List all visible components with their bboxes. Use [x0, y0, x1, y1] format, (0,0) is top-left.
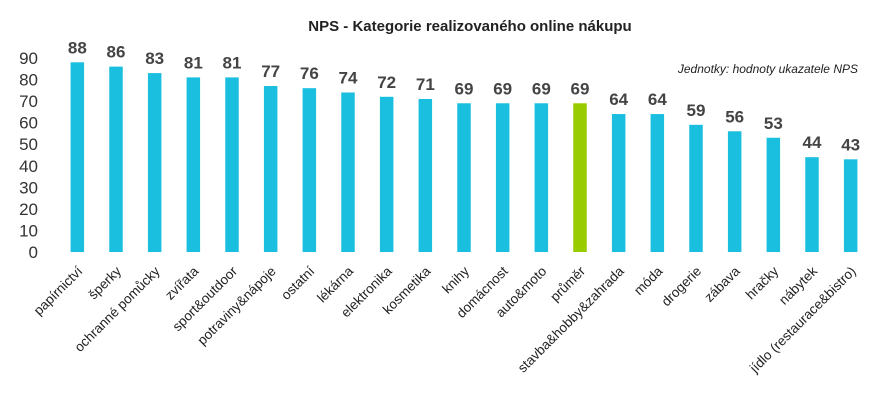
data-label: 88	[68, 38, 87, 57]
bar	[70, 62, 85, 252]
y-axis: 0 10 20 30 40 50 60 70 80 90	[19, 49, 38, 262]
chart-title: NPS - Kategorie realizovaného online nák…	[308, 18, 631, 35]
data-label: 74	[339, 68, 358, 87]
data-label: 71	[416, 75, 435, 94]
y-tick-label: 60	[19, 114, 38, 133]
data-label: 83	[145, 49, 164, 68]
data-label: 81	[223, 53, 242, 72]
bar	[689, 124, 703, 252]
y-tick-label: 30	[19, 178, 38, 197]
x-tick-label: drogerie	[658, 264, 704, 310]
y-tick-label: 50	[19, 135, 38, 154]
bar	[147, 73, 162, 252]
data-label: 53	[764, 114, 783, 133]
data-label: 69	[532, 79, 551, 98]
bar	[225, 77, 239, 253]
data-label: 86	[107, 43, 126, 62]
x-tick-label: knihy	[439, 263, 472, 296]
data-label: 77	[261, 62, 280, 81]
y-tick-label: 20	[19, 200, 38, 219]
x-tick-label: papírnictví	[31, 263, 86, 318]
bar	[186, 77, 201, 253]
bar	[727, 131, 742, 252]
bar	[805, 157, 819, 252]
y-tick-label: 90	[19, 49, 38, 68]
data-label: 76	[300, 64, 319, 83]
data-label: 69	[571, 79, 590, 98]
bars	[70, 62, 858, 253]
data-labels: 88 86 83 81 81 77 76 74 72 71 69 69 69 69 64 64 59 56 53 44…	[68, 38, 860, 154]
data-label: 72	[377, 73, 396, 92]
bar	[341, 92, 355, 252]
bar	[457, 103, 471, 253]
data-label: 69	[455, 79, 474, 98]
bar	[109, 66, 123, 252]
bar	[573, 103, 587, 253]
data-label: 59	[687, 101, 706, 120]
data-label: 64	[648, 90, 667, 109]
data-label: 64	[609, 90, 628, 109]
y-tick-label: 70	[19, 92, 38, 111]
y-tick-label: 40	[19, 157, 38, 176]
bar	[843, 159, 858, 252]
bar	[379, 96, 394, 252]
x-tick-label: ostatní	[278, 263, 317, 302]
bar	[534, 103, 549, 253]
data-label: 44	[803, 133, 822, 152]
data-label: 69	[493, 79, 512, 98]
data-label: 56	[725, 107, 744, 126]
bar	[611, 114, 626, 253]
y-tick-label: 80	[19, 71, 38, 90]
units-note: Jednotky: hodnoty ukazatele NPS	[677, 62, 858, 76]
data-label: 43	[841, 135, 860, 154]
bar	[495, 103, 510, 253]
bar	[302, 88, 317, 252]
bar	[650, 114, 665, 253]
bar	[263, 86, 278, 253]
x-tick-label: zábava	[701, 263, 743, 305]
y-tick-label: 0	[29, 243, 38, 262]
bar	[766, 137, 781, 252]
y-tick-label: 10	[19, 221, 38, 240]
bar	[418, 98, 433, 252]
data-label: 81	[184, 53, 203, 72]
x-tick-label: móda	[631, 263, 666, 298]
